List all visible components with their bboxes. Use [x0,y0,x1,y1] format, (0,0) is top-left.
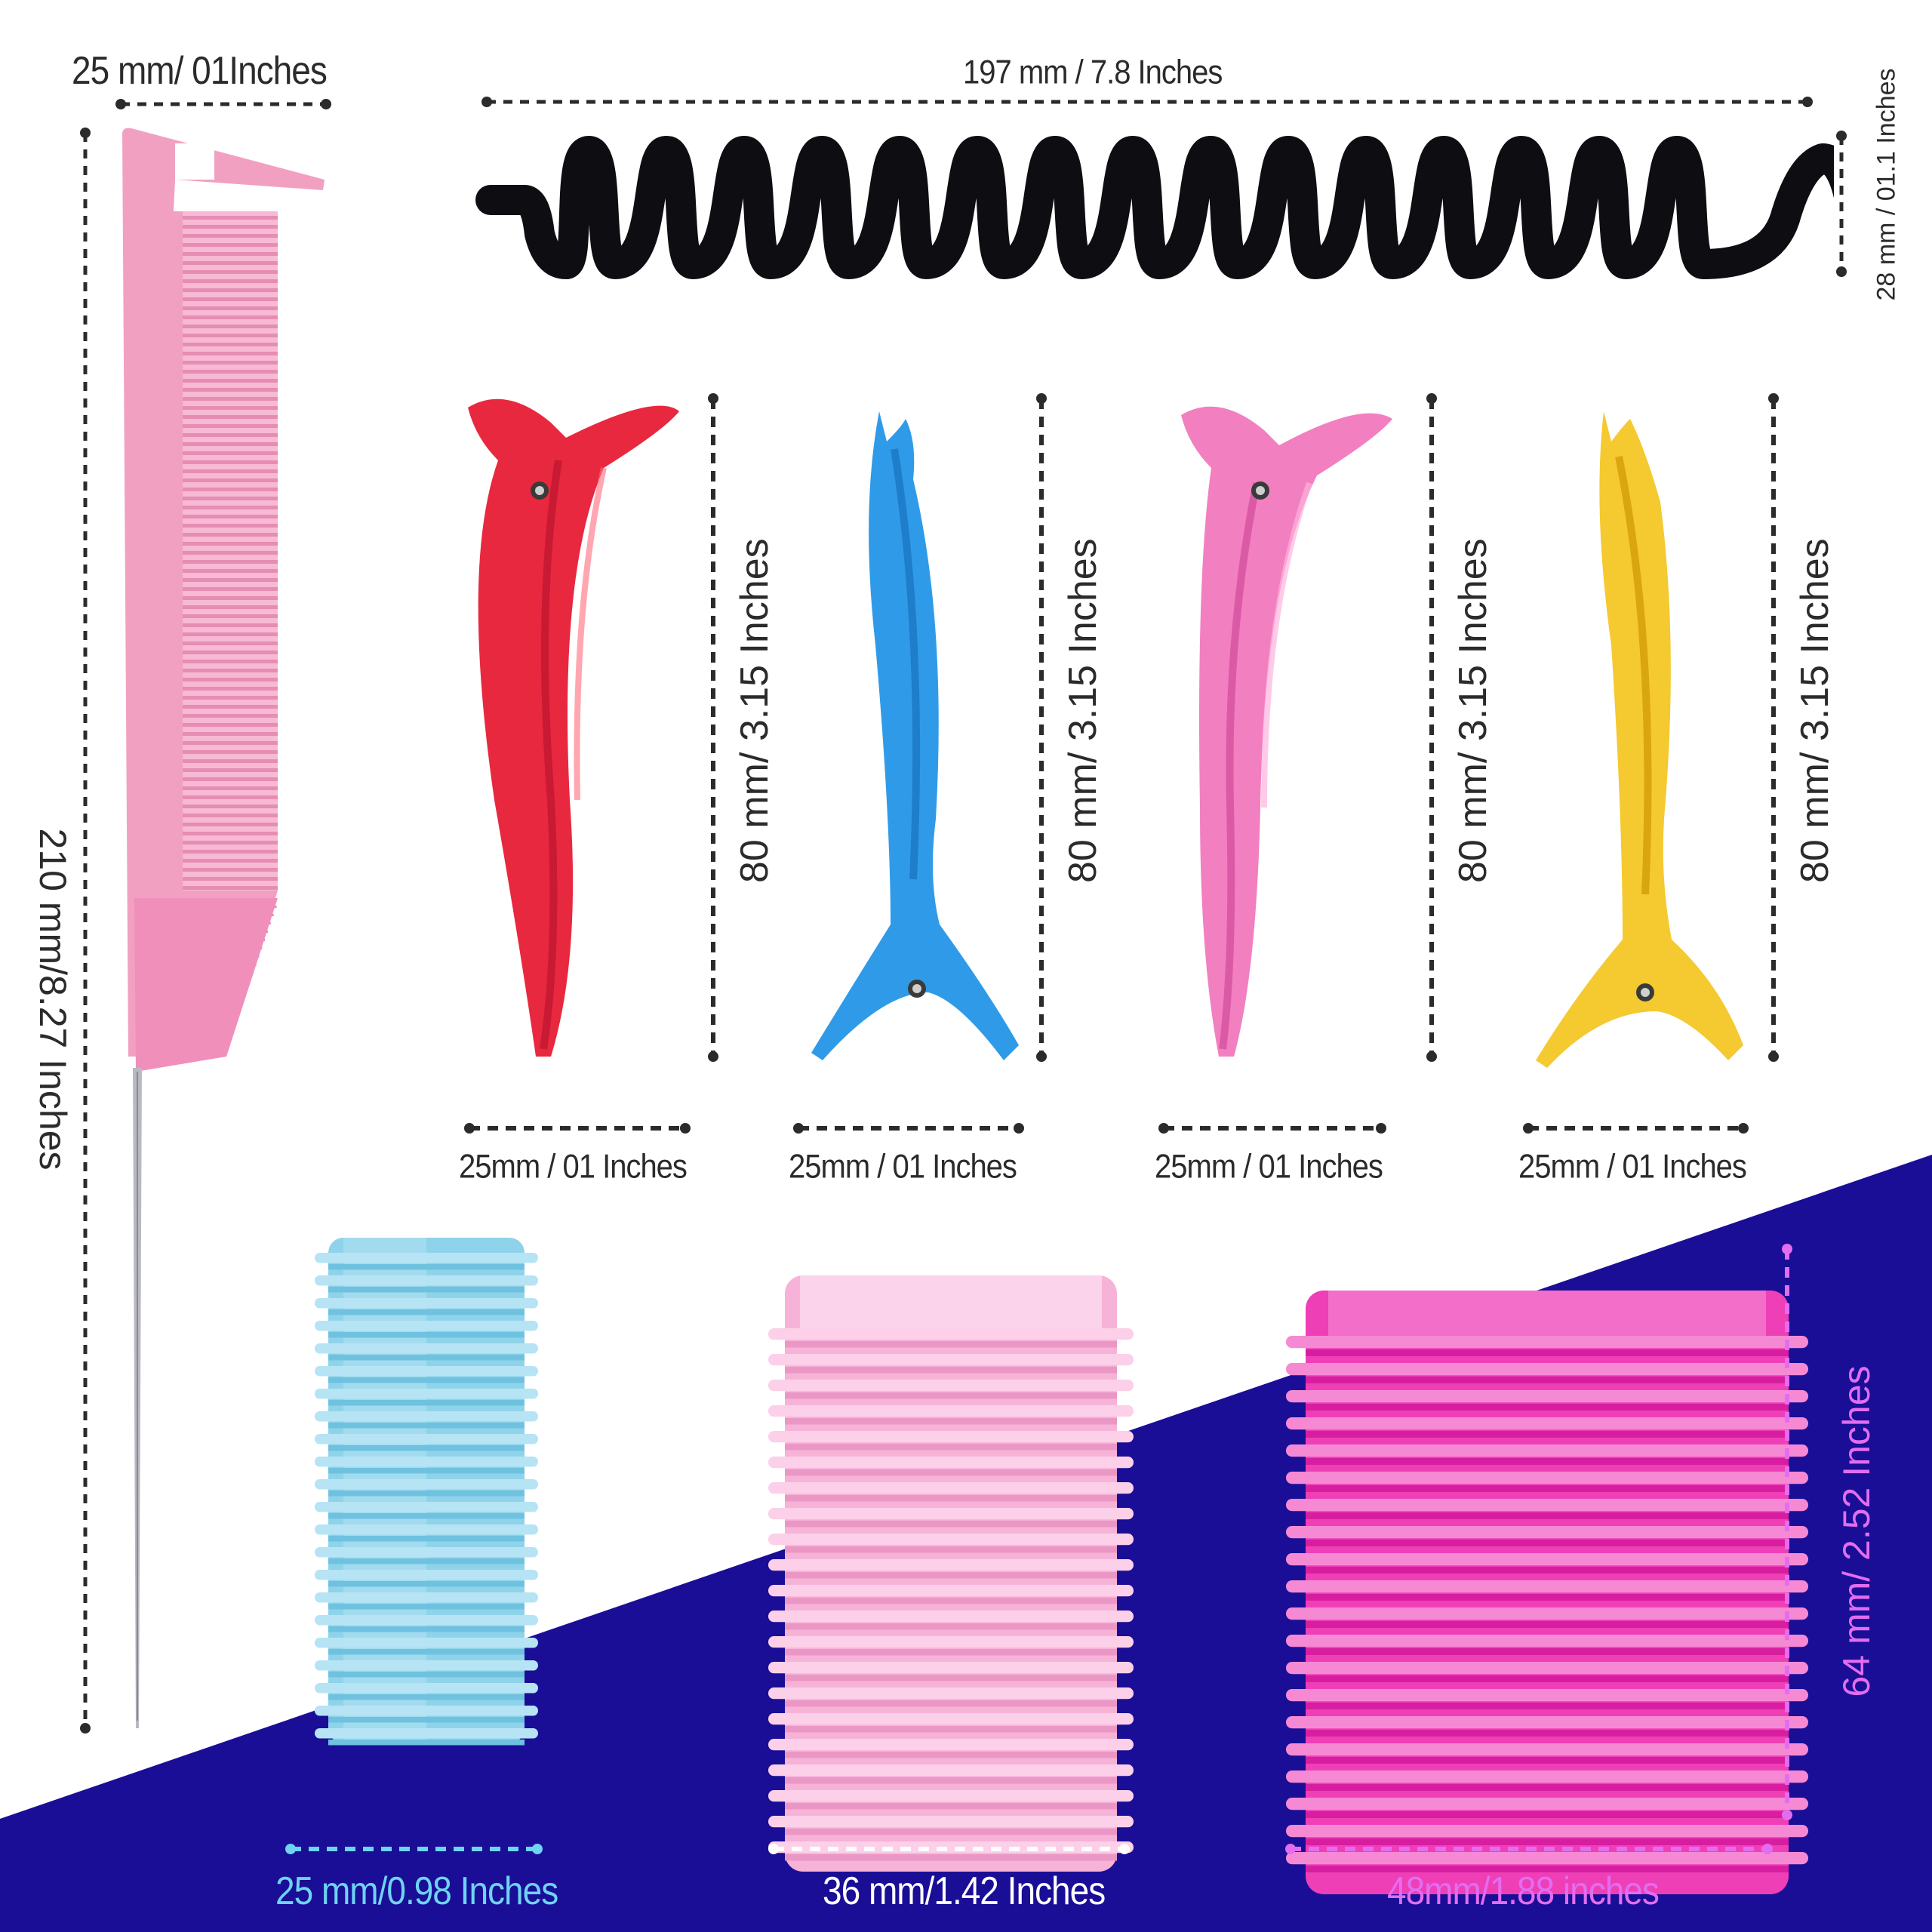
magenta-roller-width-label: 48mm/1.88 inches [1387,1868,1660,1913]
pink-roller-width-label: 36 mm/1.42 Inches [823,1868,1106,1913]
red-clip-width-label: 25mm / 01 Inches [459,1148,688,1186]
comb-length-label: 210 mm/8.27 Inches [32,828,74,1171]
wave-pin-width-label: 197 mm / 7.8 Inches [963,54,1223,91]
yellow-clip-image [1536,411,1743,1068]
comb-image [122,128,325,1728]
magenta-roller-image [1286,1291,1808,1894]
yellow-clip-height-label: 80 mm/ 3.15 Inches [1793,538,1837,883]
wave-pin-image [475,136,1834,279]
blue-clip-width-label: 25mm / 01 Inches [789,1148,1017,1186]
light-blue-roller-image [315,1238,538,1746]
comb-width-label: 25 mm/ 01Inches [72,48,328,93]
pink-clip-image [1181,406,1392,1057]
light-pink-roller-image [768,1275,1134,1872]
blue-roller-width-label: 25 mm/0.98 Inches [275,1868,558,1913]
red-clip-height-label: 80 mm/ 3.15 Inches [733,538,777,883]
magenta-roller-height-label: 64 mm/ 2.52 Inches [1835,1365,1878,1697]
blue-clip-height-label: 80 mm/ 3.15 Inches [1061,538,1105,883]
pink-clip-width-label: 25mm / 01 Inches [1155,1148,1383,1186]
blue-clip-image [811,411,1019,1060]
pink-clip-height-label: 80 mm/ 3.15 Inches [1451,538,1495,883]
wave-pin-height-label: 28 mm / 01.1 Inches [1872,68,1901,301]
yellow-clip-width-label: 25mm / 01 Inches [1518,1148,1747,1186]
red-clip-image [468,398,679,1057]
